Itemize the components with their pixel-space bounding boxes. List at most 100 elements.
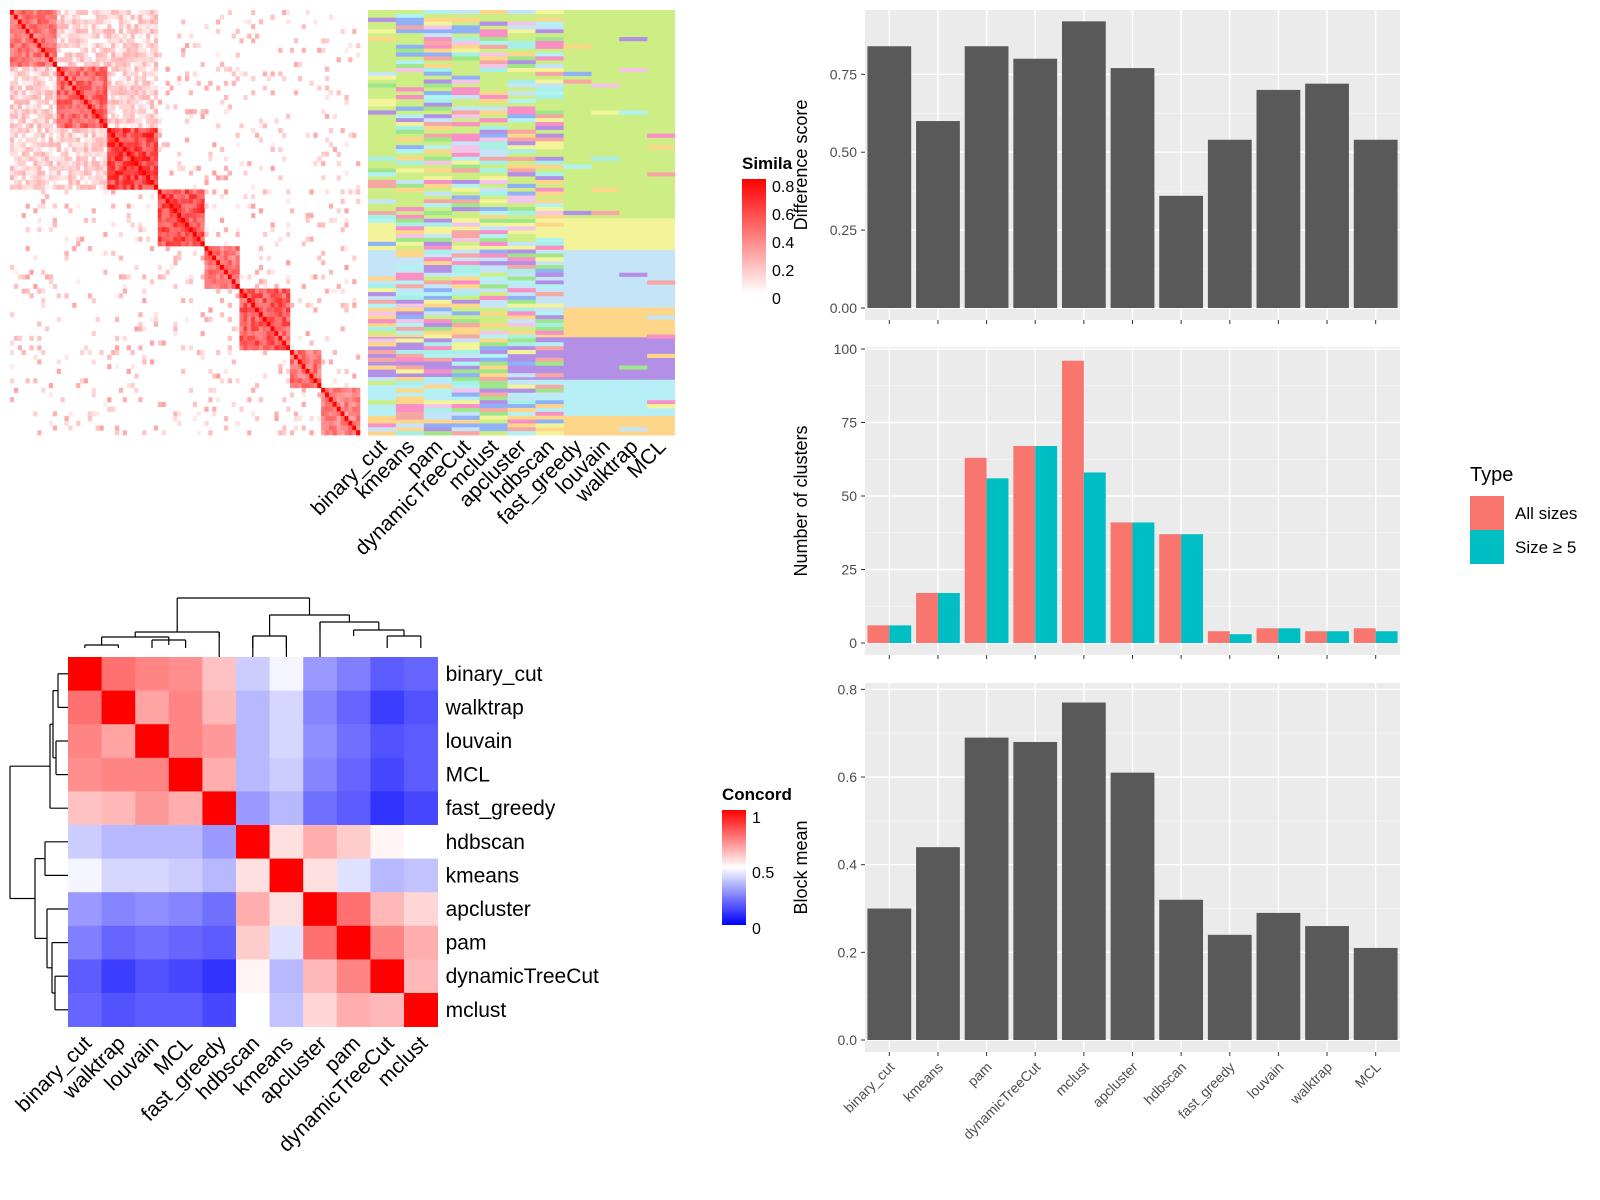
- similarity-cell: [122, 165, 127, 171]
- similarity-cell: [13, 33, 19, 39]
- similarity-cell: [13, 283, 19, 289]
- concordance-cell: [202, 757, 237, 792]
- similarity-cell: [56, 28, 61, 34]
- similarity-cell: [336, 425, 341, 431]
- similarity-cell: [33, 90, 38, 96]
- similarity-cell: [83, 184, 89, 190]
- cluster-cell: [423, 191, 453, 196]
- similarity-cell: [266, 335, 271, 341]
- similarity-cell: [72, 61, 77, 67]
- similarity-cell: [204, 406, 209, 412]
- similarity-cell: [64, 10, 69, 16]
- cluster-cell: [507, 423, 536, 428]
- similarity-cell: [352, 387, 357, 393]
- similarity-cell: [188, 170, 194, 176]
- similarity-cell: [122, 52, 127, 58]
- similarity-cell: [212, 246, 217, 252]
- similarity-cell: [356, 387, 361, 393]
- similarity-cell: [336, 161, 341, 167]
- similarity-cell: [266, 340, 271, 346]
- similarity-cell: [286, 279, 291, 285]
- cluster-cell: [368, 419, 397, 424]
- similarity-cell: [72, 24, 77, 30]
- similarity-cell: [348, 392, 353, 398]
- similarity-cell: [13, 184, 19, 190]
- x-category-label: mclust: [1052, 1059, 1092, 1099]
- similarity-cell: [321, 406, 326, 412]
- cluster-cell: [535, 392, 564, 397]
- similarity-cell: [118, 293, 124, 299]
- similarity-cell: [76, 14, 81, 20]
- cluster-cell: [535, 268, 564, 274]
- similarity-cell: [60, 76, 65, 82]
- cluster-cell: [395, 118, 425, 123]
- similarity-cell: [80, 52, 85, 58]
- similarity-cell: [251, 128, 256, 134]
- similarity-cell: [239, 406, 244, 412]
- cluster-cell: [395, 319, 425, 324]
- similarity-cell: [278, 293, 283, 299]
- similarity-cell: [87, 175, 92, 181]
- similarity-cell: [305, 236, 310, 242]
- similarity-cell: [52, 156, 57, 162]
- similarity-cell: [235, 283, 240, 289]
- similarity-cell: [41, 38, 46, 44]
- similarity-cell: [91, 71, 96, 77]
- concordance-cell: [236, 959, 270, 994]
- similarity-cell: [344, 387, 349, 393]
- similarity-cell: [115, 293, 120, 299]
- similarity-cell: [76, 118, 81, 124]
- cluster-cell: [507, 276, 536, 281]
- cluster-cell: [535, 326, 564, 331]
- similarity-cell: [87, 146, 92, 152]
- cluster-cell: [423, 423, 453, 428]
- similarity-cell: [278, 47, 283, 53]
- similarity-cell: [266, 302, 271, 308]
- similarity-cell: [130, 57, 135, 63]
- similarity-cell: [10, 146, 15, 152]
- cluster-cell: [423, 67, 453, 73]
- x-category-label: MCL: [1352, 1059, 1384, 1091]
- similarity-cell: [134, 123, 139, 129]
- similarity-cell: [29, 24, 34, 30]
- similarity-cell: [118, 175, 124, 181]
- cluster-cell: [451, 377, 480, 382]
- cluster-cell: [647, 315, 676, 320]
- similarity-cell: [278, 345, 283, 351]
- similarity-cell: [72, 76, 77, 82]
- similarity-cell: [150, 19, 155, 25]
- similarity-cell: [64, 104, 69, 110]
- cluster-cell: [395, 141, 425, 146]
- similarity-cell: [122, 184, 127, 190]
- similarity-cell: [10, 151, 15, 157]
- cluster-cell: [395, 404, 425, 409]
- similarity-cell: [83, 71, 89, 77]
- similarity-cell: [45, 19, 50, 25]
- similarity-cell: [208, 397, 213, 403]
- similarity-cell: [153, 312, 159, 318]
- cluster-cell: [368, 106, 397, 111]
- similarity-cell: [200, 109, 205, 115]
- similarity-cell: [21, 33, 26, 39]
- similarity-cell: [64, 416, 69, 422]
- cluster-cell: [535, 237, 564, 243]
- bar-size-ge-5-hdbscan: [1181, 534, 1204, 643]
- similarity-cell: [188, 241, 194, 247]
- similarity-cell: [204, 283, 209, 289]
- similarity-cell: [313, 132, 318, 138]
- similarity-cell: [107, 99, 112, 105]
- similarity-cell: [325, 430, 330, 436]
- similarity-cell: [91, 142, 96, 148]
- similarity-cell: [56, 19, 61, 25]
- similarity-cell: [83, 90, 89, 96]
- similarity-cell: [185, 279, 190, 285]
- similarity-cell: [181, 47, 186, 53]
- similarity-cell: [91, 47, 96, 53]
- similarity-cell: [247, 321, 252, 327]
- concordance-cell: [135, 959, 170, 994]
- similarity-cell: [99, 95, 104, 101]
- cluster-cell: [507, 91, 536, 96]
- similarity-cell: [251, 316, 256, 322]
- similarity-cell: [126, 28, 131, 34]
- cluster-cell: [535, 423, 564, 428]
